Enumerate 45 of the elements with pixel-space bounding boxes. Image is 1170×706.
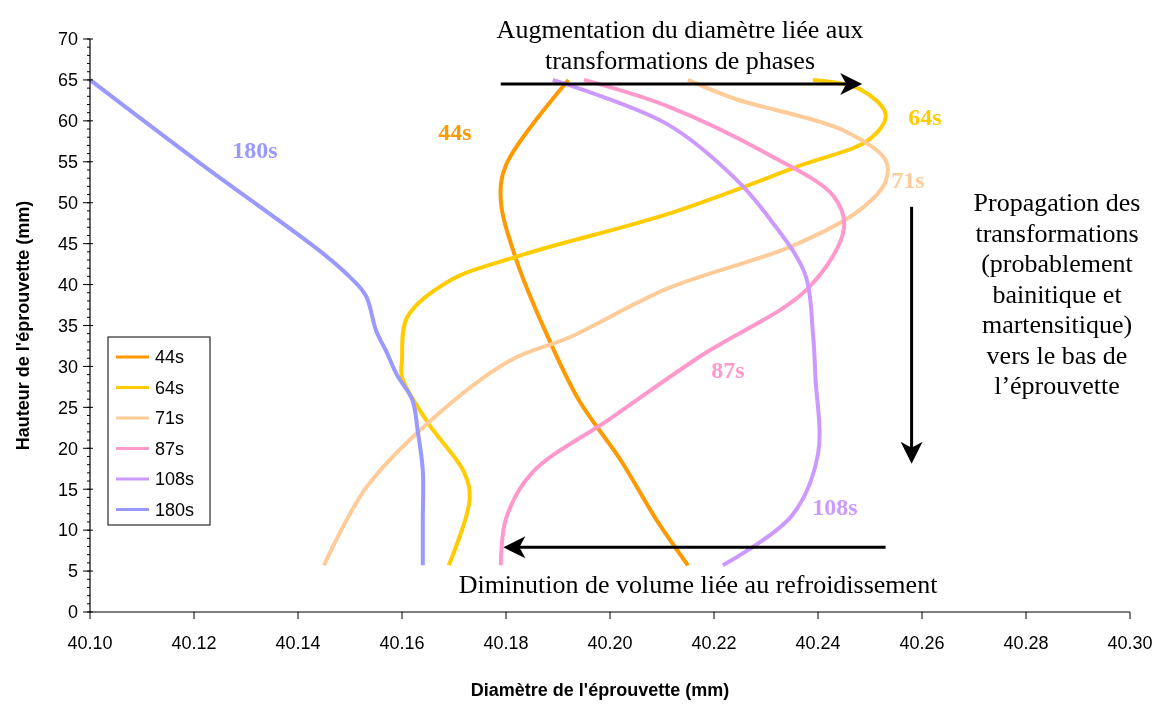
annotation: Propagation des transformations (probablement bainitique et martensitique) vers le bas de l’éprouvette — [973, 188, 1141, 400]
y-tick-label: 70 — [57, 29, 78, 50]
x-tick-label: 40.30 — [1107, 633, 1153, 653]
y-tick-label: 35 — [57, 315, 78, 336]
text: 64s — [908, 104, 942, 131]
y-axis-title: Hauteur de l'éprouvette (mm) — [13, 200, 33, 451]
legend-label: 71s — [155, 408, 185, 429]
x-tick-label: 40.12 — [171, 633, 217, 653]
y-tick-label: 55 — [57, 152, 78, 173]
x-tick-label: 40.22 — [691, 633, 737, 653]
text: 108s — [812, 494, 858, 521]
y-tick-label: 40 — [57, 274, 78, 295]
legend-label: 44s — [155, 347, 185, 368]
x-tick-label: 40.18 — [483, 633, 529, 653]
x-tick-label: 40.14 — [275, 633, 321, 653]
text: 44s — [438, 119, 472, 146]
line-series — [88, 77, 426, 568]
x-tick-label: 40.20 — [587, 633, 633, 653]
x-tick-label: 40.10 — [67, 633, 113, 653]
text: 180s — [232, 137, 278, 164]
y-tick-label: 0 — [67, 602, 78, 623]
x-tick-label: 40.26 — [899, 633, 945, 653]
y-tick-label: 15 — [57, 479, 78, 500]
y-tick-label: 10 — [57, 520, 78, 541]
y-tick-label: 50 — [57, 193, 78, 214]
legend-label: 180s — [155, 499, 195, 520]
y-tick-label: 45 — [57, 233, 78, 254]
y-tick-label: 60 — [57, 111, 78, 132]
x-tick-label: 40.16 — [379, 633, 425, 653]
legend-label: 87s — [155, 438, 185, 459]
y-tick-label: 5 — [67, 561, 78, 582]
y-tick-label: 30 — [57, 356, 78, 377]
annotation: Diminution de volume liée au refroidissement — [458, 570, 939, 599]
text: 71s — [891, 167, 925, 194]
x-axis-title: Diamètre de l'éprouvette (mm) — [470, 680, 730, 700]
y-tick-label: 20 — [57, 438, 78, 459]
text: 87s — [711, 357, 745, 384]
y-tick-label: 65 — [57, 70, 78, 91]
y-tick-label: 25 — [57, 397, 78, 418]
x-tick-label: 40.24 — [795, 633, 841, 653]
annotation: Augmentation du diamètre liée aux transformations de phases — [496, 15, 864, 75]
line-series — [498, 77, 690, 568]
legend-label: 64s — [155, 377, 185, 398]
legend-label: 108s — [155, 469, 195, 490]
x-tick-label: 40.28 — [1003, 633, 1049, 653]
